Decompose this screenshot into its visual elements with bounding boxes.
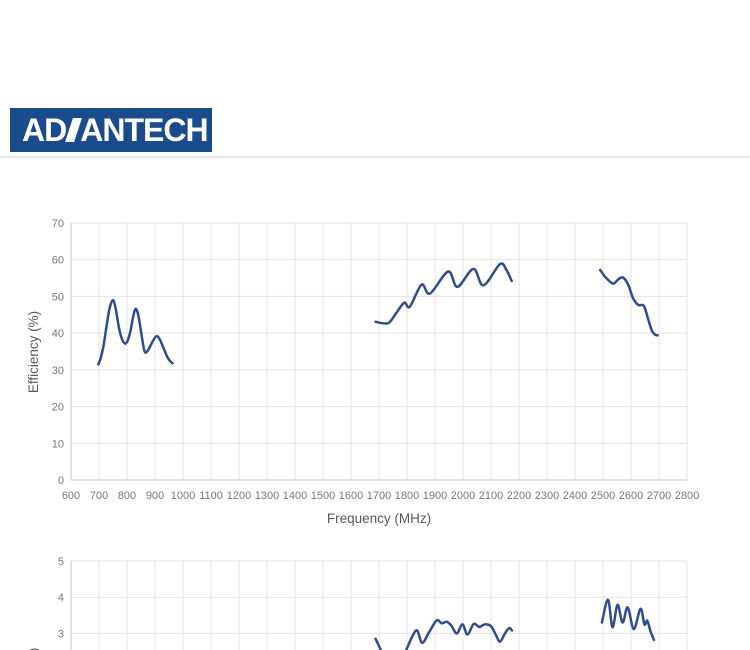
series-line-high-band-efficiency: [598, 268, 659, 337]
x-tick-label: 1900: [423, 490, 447, 502]
x-tick-label: 1500: [311, 490, 335, 502]
x-tick-label: 1700: [367, 490, 391, 502]
x-tick-label: 1000: [171, 490, 195, 502]
series-line-high-band-gain: [600, 598, 656, 642]
y-tick-label: 60: [52, 255, 64, 267]
y-tick-label: 40: [52, 328, 64, 340]
x-tick-label: 600: [62, 490, 80, 502]
x-tick-label: 2000: [451, 490, 475, 502]
advantech-logo-text: AD ANTECH: [22, 112, 209, 148]
logo-text-left: AD: [22, 112, 67, 148]
x-tick-label: 2200: [507, 490, 531, 502]
x-tick-label: 1600: [339, 490, 363, 502]
y-tick-label: 30: [52, 365, 64, 377]
x-tick-label: 1400: [283, 490, 307, 502]
y-tick-label: 0: [58, 475, 64, 487]
x-tick-label: 1300: [255, 490, 279, 502]
chart1-xaxis-title: Frequency (MHz): [327, 511, 431, 526]
x-tick-label: 1200: [227, 490, 251, 502]
series-line-mid-band-efficiency: [374, 262, 513, 325]
x-tick-label: 800: [118, 490, 136, 502]
series-line-low-band-efficiency: [97, 298, 174, 366]
y-tick-label: 70: [52, 218, 64, 230]
chart1-yaxis-title: Efficiency (%): [26, 311, 41, 393]
x-tick-label: 1800: [395, 490, 419, 502]
chart2-yaxis-title: Gain (dBi): [26, 648, 41, 650]
advantech-logo: AD ANTECH: [10, 108, 212, 152]
header-divider: [0, 156, 750, 158]
y-tick-label: 3: [58, 628, 64, 640]
y-tick-label: 10: [52, 438, 64, 450]
x-tick-label: 700: [90, 490, 108, 502]
x-tick-label: 2100: [479, 490, 503, 502]
logo-text-right: ANTECH: [80, 112, 208, 148]
x-tick-label: 2700: [647, 490, 671, 502]
x-tick-label: 2500: [591, 490, 615, 502]
y-tick-label: 50: [52, 291, 64, 303]
y-tick-label: 5: [58, 556, 64, 568]
y-tick-label: 4: [58, 592, 64, 604]
series-line-mid-band-gain: [374, 618, 514, 650]
x-tick-label: 2300: [535, 490, 559, 502]
x-tick-label: 2600: [619, 490, 643, 502]
x-tick-label: 2800: [675, 490, 699, 502]
y-tick-label: 20: [52, 402, 64, 414]
x-tick-label: 2400: [563, 490, 587, 502]
x-tick-label: 1100: [199, 490, 223, 502]
x-tick-label: 900: [146, 490, 164, 502]
